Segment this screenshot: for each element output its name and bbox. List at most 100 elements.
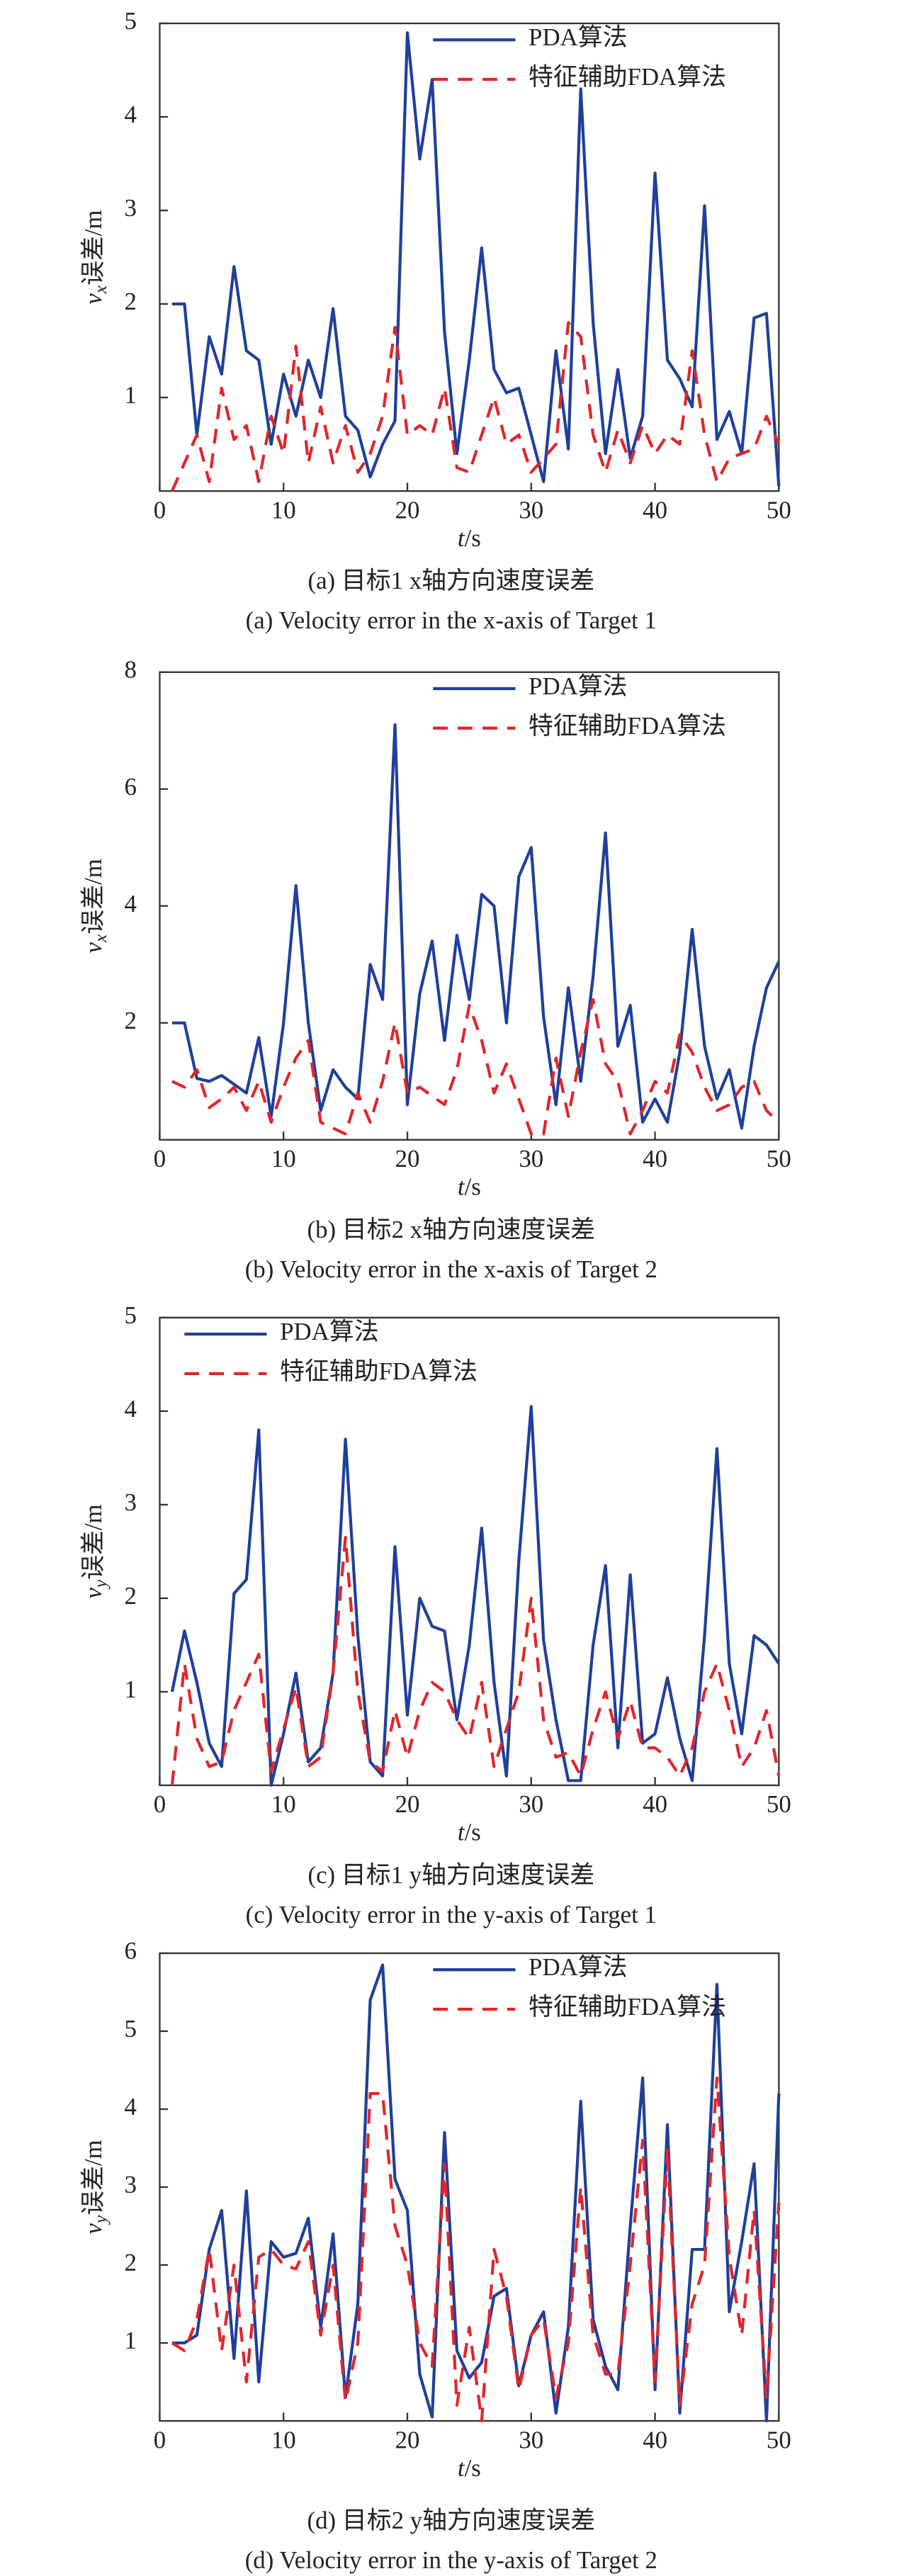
series-line <box>171 998 780 1136</box>
caption-en: (d) Velocity error in the y-axis of Targ… <box>245 2546 657 2574</box>
x-tick-label: 40 <box>643 1145 667 1173</box>
caption-cn: (b) 目标2 x轴方向速度误差 <box>307 1216 596 1243</box>
x-tick-label: 0 <box>154 1790 166 1818</box>
legend-label: PDA算法 <box>529 23 627 51</box>
x-tick-label: 20 <box>395 2426 420 2453</box>
x-axis-label-unit: /s <box>465 2454 481 2482</box>
x-axis-label-var: t <box>458 1173 465 1201</box>
x-tick-label: 30 <box>519 1790 543 1818</box>
x-tick-label: 50 <box>767 496 791 524</box>
legend-label: 特征辅助FDA算法 <box>529 63 726 91</box>
x-axis-label: t/s <box>458 2454 481 2482</box>
x-tick-label: 0 <box>154 2426 166 2453</box>
plot-frame <box>159 1316 780 1787</box>
x-tick-label: 10 <box>271 2426 296 2453</box>
y-tick-label: 5 <box>124 1301 136 1329</box>
y-tick-label: 4 <box>124 890 136 917</box>
legend-label: PDA算法 <box>280 1318 378 1345</box>
y-tick-label: 6 <box>124 773 136 801</box>
y-axis-label-var: v <box>79 1588 107 1599</box>
y-tick-label: 3 <box>124 2171 136 2198</box>
x-tick-label: 10 <box>271 1145 296 1173</box>
x-tick-label: 20 <box>395 1145 420 1173</box>
plot-frame <box>159 22 780 492</box>
series-line <box>171 31 781 487</box>
legend-label: PDA算法 <box>529 1953 627 1981</box>
y-axis-label-sub: y <box>90 1579 111 1590</box>
x-tick-label: 30 <box>519 1145 543 1173</box>
x-axis-label: t/s <box>458 1173 481 1201</box>
y-axis-label-var: v <box>79 2223 107 2235</box>
caption-en: (a) Velocity error in the x-axis of Targ… <box>246 606 657 634</box>
y-tick-label: 2 <box>124 1007 136 1034</box>
y-axis-label-unit: 误差/m <box>79 859 107 934</box>
y-tick-label: 3 <box>124 1488 136 1516</box>
y-tick-label: 2 <box>124 288 136 315</box>
y-axis-label-unit: 误差/m <box>79 210 107 286</box>
x-tick-label: 30 <box>519 496 543 524</box>
y-axis-label: vx误差/m <box>79 859 111 953</box>
x-axis-label-unit: /s <box>465 1819 481 1846</box>
y-axis-label: vx误差/m <box>79 210 111 304</box>
x-axis-label-unit: /s <box>465 524 481 552</box>
x-tick-label: 40 <box>643 496 667 524</box>
x-axis-label-var: t <box>458 2454 465 2482</box>
x-tick-label: 40 <box>643 1790 667 1818</box>
x-tick-label: 10 <box>271 1790 296 1818</box>
y-axis-label-sub: x <box>90 934 111 943</box>
series-line <box>170 1405 781 1787</box>
y-tick-label: 4 <box>124 101 136 128</box>
y-tick-label: 6 <box>124 1937 136 1965</box>
y-tick-label: 4 <box>124 2093 136 2120</box>
x-axis-label-unit: /s <box>465 1173 481 1201</box>
caption-cn: (a) 目标1 x轴方向速度误差 <box>307 567 594 594</box>
y-tick-label: 2 <box>124 2249 136 2276</box>
x-axis-label-var: t <box>458 1819 465 1846</box>
x-tick-label: 0 <box>154 1145 166 1173</box>
x-tick-label: 40 <box>643 2426 667 2453</box>
series-line <box>171 2076 781 2423</box>
y-axis-label-sub: x <box>90 285 111 294</box>
chart: 0 10 20 30 40 50 1 2 3 4 5 6 t/s vy误差/m PDA算法特征辅助FDA算法… <box>79 1937 791 2574</box>
x-axis-label-var: t <box>458 524 465 552</box>
x-tick-label: 0 <box>154 496 166 524</box>
x-axis-label: t/s <box>458 1819 481 1846</box>
y-tick-label: 5 <box>124 2015 136 2043</box>
x-tick-label: 50 <box>767 1145 791 1173</box>
y-tick-label: 1 <box>124 2327 136 2354</box>
y-axis-label: vy误差/m <box>79 1504 111 1598</box>
legend-label: 特征辅助FDA算法 <box>280 1357 478 1385</box>
legend-label: 特征辅助FDA算法 <box>529 712 726 740</box>
y-axis-label-sub: y <box>90 2215 111 2225</box>
legend-label: 特征辅助FDA算法 <box>529 1993 726 2021</box>
y-tick-label: 1 <box>124 1676 136 1703</box>
y-tick-label: 2 <box>124 1582 136 1610</box>
x-axis-label: t/s <box>458 524 481 552</box>
caption-en: (b) Velocity error in the x-axis of Targ… <box>245 1255 657 1283</box>
x-tick-label: 20 <box>395 496 420 524</box>
series-line <box>171 321 781 492</box>
y-axis-label-unit: 误差/m <box>79 1504 107 1580</box>
x-tick-label: 20 <box>395 1790 420 1818</box>
x-tick-label: 10 <box>271 496 296 524</box>
caption-en: (c) Velocity error in the y-axis of Targ… <box>246 1901 657 1928</box>
y-tick-label: 3 <box>124 194 136 222</box>
x-tick-label: 50 <box>767 1790 791 1818</box>
series-line <box>171 723 781 1130</box>
y-tick-label: 8 <box>124 656 136 684</box>
y-tick-label: 1 <box>124 381 136 409</box>
y-tick-label: 4 <box>124 1395 136 1423</box>
y-axis-label-var: v <box>79 293 107 305</box>
y-axis-label-unit: 误差/m <box>79 2140 107 2215</box>
x-tick-label: 50 <box>767 2426 791 2453</box>
y-tick-label: 5 <box>124 7 136 35</box>
series-line <box>171 1963 781 2423</box>
y-axis-label-var: v <box>79 942 107 953</box>
caption-cn: (d) 目标2 y轴方向速度误差 <box>307 2507 596 2534</box>
series-line <box>170 1535 781 1786</box>
